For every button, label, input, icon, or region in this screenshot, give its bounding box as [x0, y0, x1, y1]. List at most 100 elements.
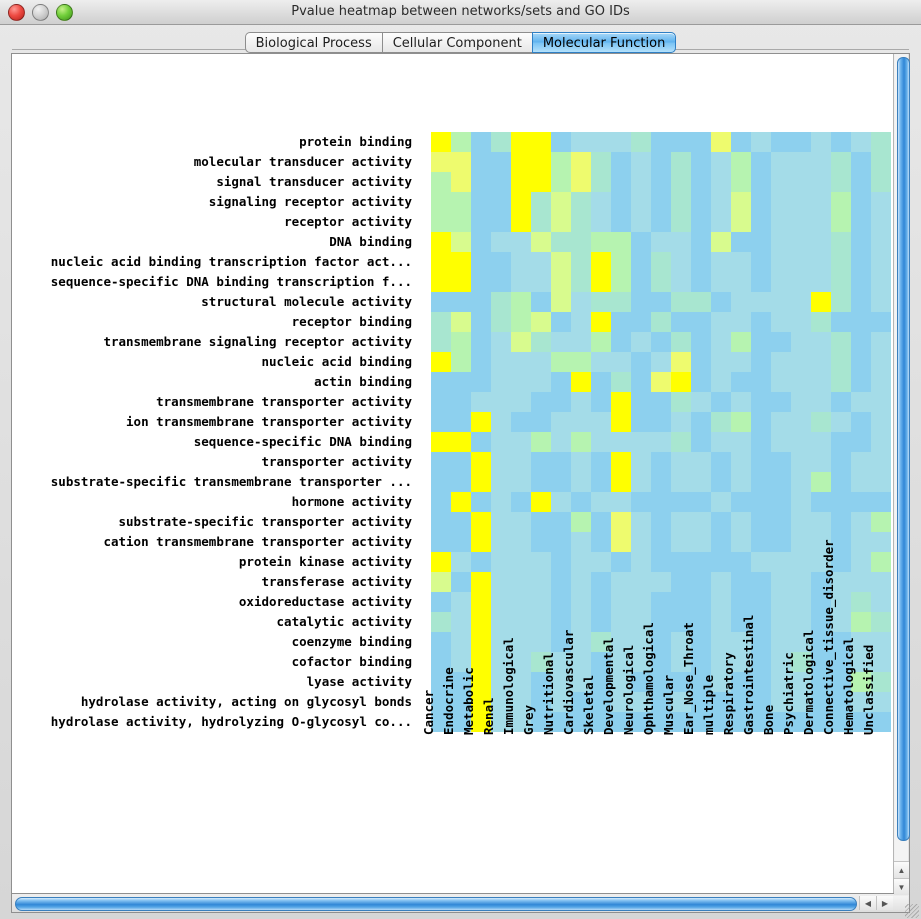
- heatmap-cell[interactable]: [471, 532, 491, 552]
- heatmap-cell[interactable]: [431, 372, 451, 392]
- heatmap-cell[interactable]: [551, 252, 571, 272]
- heatmap-cell[interactable]: [771, 552, 791, 572]
- heatmap-cell[interactable]: [591, 332, 611, 352]
- heatmap-cell[interactable]: [831, 252, 851, 272]
- heatmap-cell[interactable]: [631, 252, 651, 272]
- heatmap-cell[interactable]: [431, 632, 451, 652]
- heatmap-cell[interactable]: [751, 412, 771, 432]
- heatmap-cell[interactable]: [811, 232, 831, 252]
- heatmap-cell[interactable]: [791, 492, 811, 512]
- heatmap-cell[interactable]: [791, 552, 811, 572]
- heatmap-cell[interactable]: [831, 432, 851, 452]
- heatmap-cell[interactable]: [691, 632, 711, 652]
- heatmap-cell[interactable]: [751, 452, 771, 472]
- heatmap-cell[interactable]: [851, 552, 871, 572]
- heatmap-cell[interactable]: [831, 332, 851, 352]
- heatmap-cell[interactable]: [611, 272, 631, 292]
- heatmap-cell[interactable]: [751, 292, 771, 312]
- heatmap-cell[interactable]: [831, 532, 851, 552]
- heatmap-cell[interactable]: [811, 472, 831, 492]
- heatmap-cell[interactable]: [831, 292, 851, 312]
- heatmap-cell[interactable]: [451, 652, 471, 672]
- heatmap-cell[interactable]: [871, 132, 891, 152]
- heatmap-cell[interactable]: [671, 292, 691, 312]
- heatmap-cell[interactable]: [791, 272, 811, 292]
- heatmap-cell[interactable]: [451, 372, 471, 392]
- heatmap-cell[interactable]: [651, 312, 671, 332]
- heatmap-cell[interactable]: [771, 272, 791, 292]
- heatmap-cell[interactable]: [651, 532, 671, 552]
- heatmap-cell[interactable]: [751, 252, 771, 272]
- heatmap-cell[interactable]: [651, 192, 671, 212]
- heatmap-cell[interactable]: [491, 232, 511, 252]
- heatmap-cell[interactable]: [811, 192, 831, 212]
- heatmap-cell[interactable]: [671, 472, 691, 492]
- heatmap-cell[interactable]: [671, 652, 691, 672]
- heatmap-cell[interactable]: [611, 672, 631, 692]
- heatmap-cell[interactable]: [851, 272, 871, 292]
- heatmap-cell[interactable]: [811, 552, 831, 572]
- heatmap-cell[interactable]: [631, 392, 651, 412]
- heatmap-cell[interactable]: [471, 212, 491, 232]
- heatmap-cell[interactable]: [711, 472, 731, 492]
- heatmap-cell[interactable]: [431, 272, 451, 292]
- heatmap-cell[interactable]: [671, 412, 691, 432]
- heatmap-cell[interactable]: [671, 612, 691, 632]
- heatmap-cell[interactable]: [811, 672, 831, 692]
- heatmap-cell[interactable]: [651, 392, 671, 412]
- heatmap-cell[interactable]: [771, 392, 791, 412]
- heatmap-cell[interactable]: [811, 292, 831, 312]
- heatmap-cell[interactable]: [651, 452, 671, 472]
- heatmap-cell[interactable]: [711, 452, 731, 472]
- heatmap-cell[interactable]: [431, 712, 451, 732]
- heatmap-cell[interactable]: [651, 412, 671, 432]
- heatmap-cell[interactable]: [531, 392, 551, 412]
- heatmap-cell[interactable]: [491, 652, 511, 672]
- heatmap-cell[interactable]: [831, 672, 851, 692]
- heatmap-cell[interactable]: [771, 652, 791, 672]
- heatmap-cell[interactable]: [771, 532, 791, 552]
- heatmap-cell[interactable]: [431, 352, 451, 372]
- heatmap-cell[interactable]: [631, 432, 651, 452]
- heatmap-cell[interactable]: [691, 212, 711, 232]
- heatmap-cell[interactable]: [831, 492, 851, 512]
- heatmap-cell[interactable]: [731, 332, 751, 352]
- heatmap-cell[interactable]: [471, 632, 491, 652]
- heatmap-cell[interactable]: [811, 592, 831, 612]
- heatmap-cell[interactable]: [611, 212, 631, 232]
- heatmap-cell[interactable]: [551, 592, 571, 612]
- scroll-right-icon[interactable]: ▶: [876, 896, 893, 910]
- heatmap-cell[interactable]: [671, 672, 691, 692]
- heatmap-cell[interactable]: [751, 632, 771, 652]
- heatmap-cell[interactable]: [691, 612, 711, 632]
- heatmap-cell[interactable]: [871, 252, 891, 272]
- heatmap-cell[interactable]: [611, 452, 631, 472]
- heatmap-cell[interactable]: [711, 352, 731, 372]
- heatmap-cell[interactable]: [551, 292, 571, 312]
- resize-grip-icon[interactable]: [905, 904, 919, 918]
- heatmap-cell[interactable]: [551, 692, 571, 712]
- heatmap-cell[interactable]: [451, 192, 471, 212]
- heatmap-cell[interactable]: [511, 612, 531, 632]
- heatmap-cell[interactable]: [571, 412, 591, 432]
- heatmap-cell[interactable]: [711, 712, 731, 732]
- heatmap-cell[interactable]: [671, 532, 691, 552]
- minimize-button[interactable]: [32, 4, 49, 21]
- heatmap-cell[interactable]: [431, 232, 451, 252]
- heatmap-cell[interactable]: [491, 472, 511, 492]
- heatmap-cell[interactable]: [811, 172, 831, 192]
- heatmap-cell[interactable]: [851, 292, 871, 312]
- heatmap-cell[interactable]: [511, 492, 531, 512]
- heatmap-cell[interactable]: [491, 192, 511, 212]
- heatmap-cell[interactable]: [871, 192, 891, 212]
- heatmap-cell[interactable]: [751, 592, 771, 612]
- heatmap-cell[interactable]: [731, 692, 751, 712]
- heatmap-cell[interactable]: [731, 472, 751, 492]
- heatmap-cell[interactable]: [711, 412, 731, 432]
- heatmap-cell[interactable]: [511, 252, 531, 272]
- heatmap-cell[interactable]: [551, 372, 571, 392]
- heatmap-cell[interactable]: [731, 652, 751, 672]
- tab-cellular-component[interactable]: Cellular Component: [381, 32, 532, 53]
- heatmap-cell[interactable]: [651, 512, 671, 532]
- heatmap-cell[interactable]: [731, 372, 751, 392]
